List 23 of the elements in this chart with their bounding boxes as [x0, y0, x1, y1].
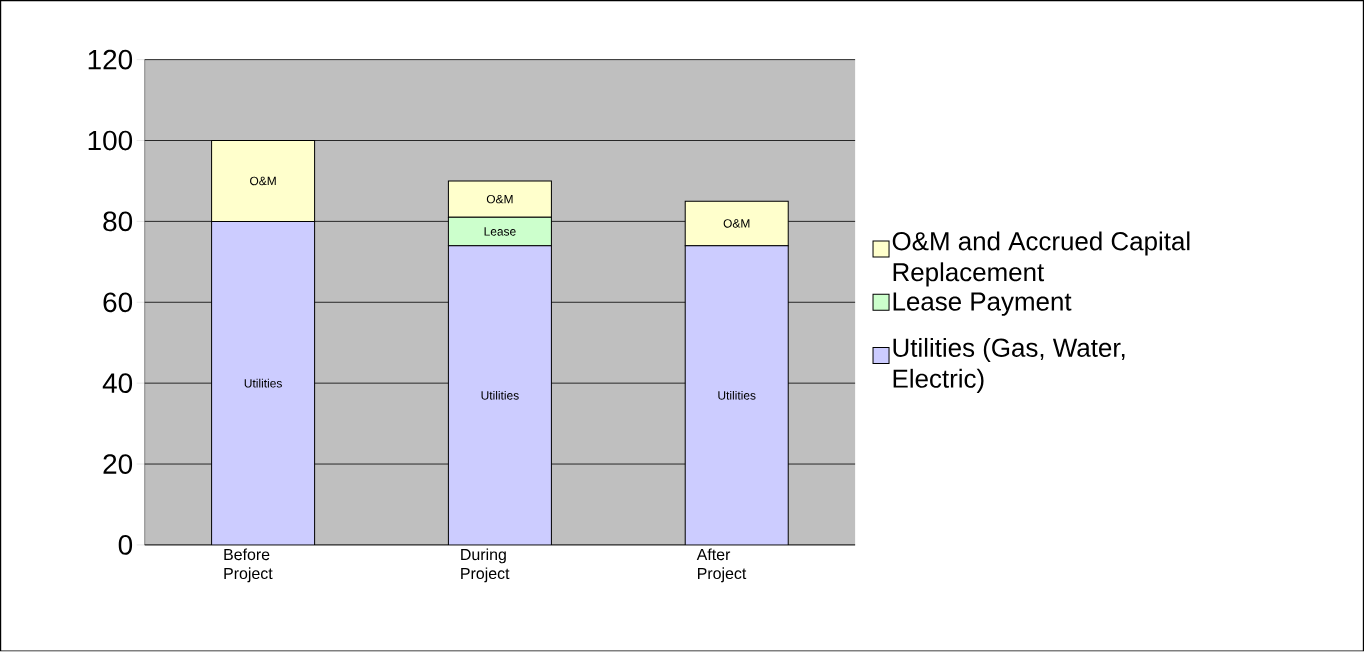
- y-tick-label: 40: [102, 373, 133, 394]
- data-label: O&M: [250, 176, 276, 186]
- legend-label: O&M and Accrued Capital Replacement: [892, 231, 1190, 287]
- data-label: Utilities: [718, 391, 756, 400]
- legend-label: Utilities (Gas, Water, Electric): [893, 338, 1125, 394]
- bar: [684, 245, 789, 546]
- y-tick-label: 20: [103, 454, 133, 475]
- y-tick-label: 120: [88, 49, 133, 70]
- data-label: O&M: [486, 195, 513, 204]
- y-tick-label: 80: [103, 211, 133, 232]
- data-label: Lease: [484, 227, 516, 236]
- legend-label: Lease Payment: [893, 292, 1072, 317]
- bar: [447, 245, 552, 546]
- bar: [211, 221, 316, 546]
- data-label: O&M: [723, 219, 750, 228]
- y-tick-label: 60: [103, 292, 133, 313]
- x-tick-label: After Project: [696, 548, 747, 583]
- data-label: Utilities: [244, 378, 282, 388]
- y-tick-label: 100: [88, 130, 133, 151]
- data-label: Utilities: [481, 391, 519, 400]
- x-tick-label: Before Project: [224, 548, 273, 583]
- x-tick-label: During Project: [461, 548, 510, 583]
- y-tick-label: 0: [118, 535, 133, 555]
